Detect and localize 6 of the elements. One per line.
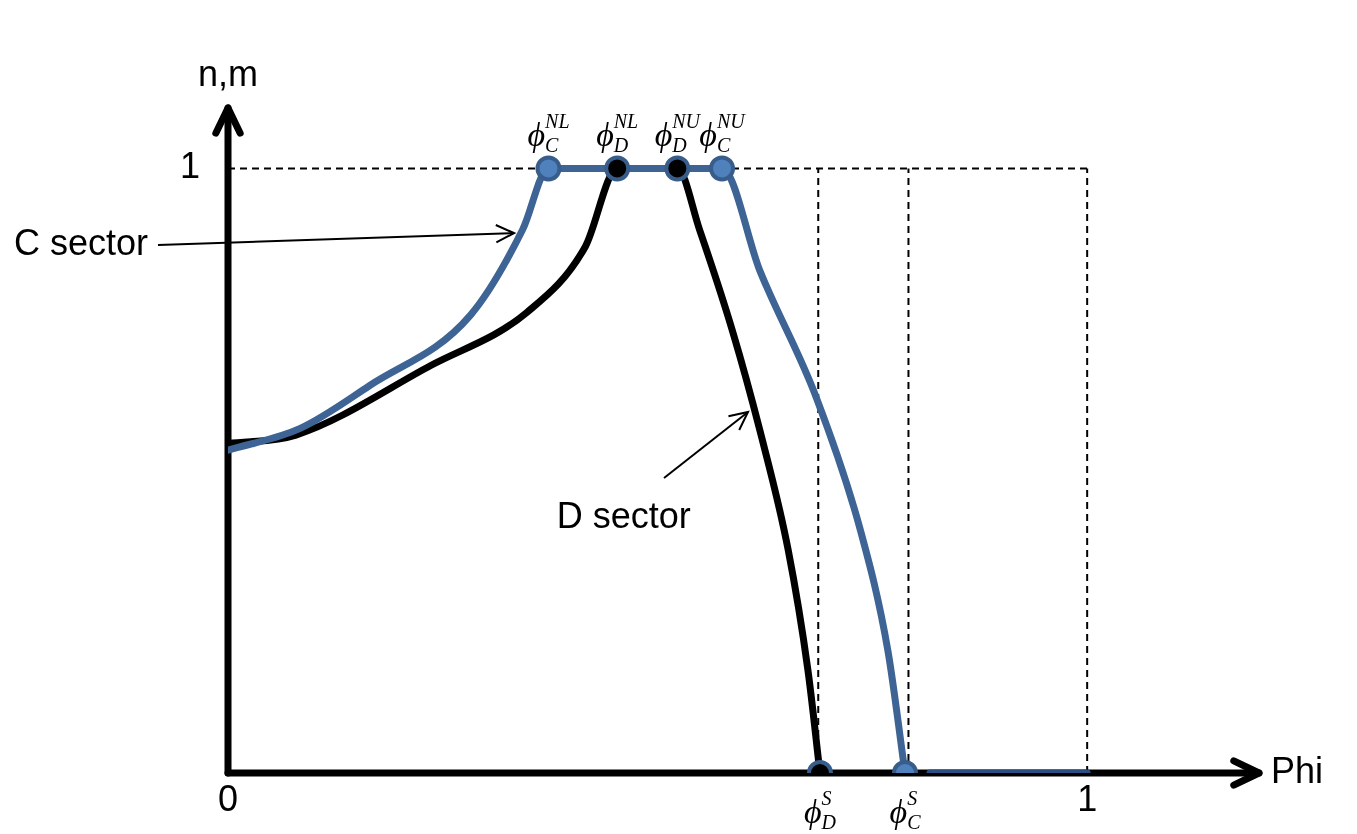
annotation: C sector	[14, 222, 149, 264]
x-axis-title: Phi	[1271, 749, 1324, 791]
annotation: D sector	[556, 495, 691, 537]
x-tick-label: 0	[217, 777, 239, 819]
y-axis-title: n,m	[197, 52, 259, 94]
ref-line-label: 1	[179, 145, 200, 187]
